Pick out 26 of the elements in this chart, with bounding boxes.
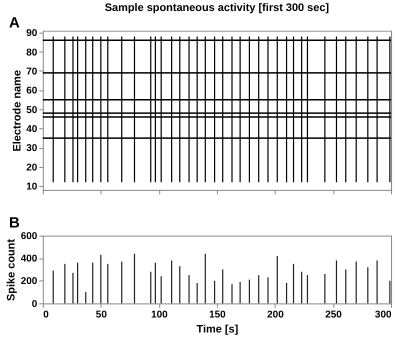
- x-tick-label: 100: [151, 310, 168, 321]
- text: B: [8, 214, 20, 232]
- x-axis-title: Time [s]: [196, 324, 239, 336]
- y-tick-label: 30: [26, 143, 38, 154]
- y-tick-label: 70: [26, 66, 38, 78]
- y-axis-title: Spike count: [6, 238, 18, 301]
- y-tick-label: 50: [26, 104, 38, 116]
- x-tick-label: 250: [325, 310, 342, 321]
- y-tick-label: 40: [26, 124, 38, 135]
- y-tick-label: 10: [26, 182, 38, 193]
- y-tick-label: 200: [20, 276, 38, 288]
- chart-title: Sample spontaneous activity [first 300 sec]: [104, 2, 330, 14]
- y-tick-label: 90: [26, 28, 38, 40]
- y-tick-label: 80: [26, 47, 38, 58]
- y-tick-label: 400: [20, 254, 38, 265]
- y-tick-label: 0: [32, 298, 38, 310]
- y-tick-label: 600: [20, 231, 38, 242]
- text: A: [8, 14, 20, 32]
- x-tick-label: 50: [96, 310, 108, 321]
- y-tick-label: 20: [26, 162, 38, 174]
- x-tick-label: 200: [267, 310, 284, 321]
- y-axis-title: Electrode name: [11, 70, 24, 152]
- x-tick-label: 150: [209, 310, 226, 321]
- y-tick-label: 60: [26, 86, 38, 97]
- x-tick-label: 0: [43, 310, 50, 321]
- x-tick-label: 300: [374, 310, 392, 321]
